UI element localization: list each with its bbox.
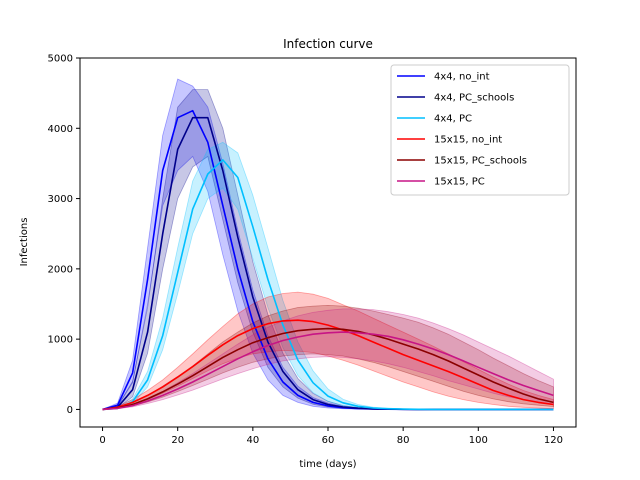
legend-label-4x4-no-int: 4x4, no_int (434, 72, 490, 83)
x-tick-label: 40 (246, 435, 259, 446)
legend-label-4x4-pc-schools: 4x4, PC_schools (434, 93, 514, 104)
series-line-4x4-pc (102, 159, 554, 411)
band-15x15-pc-schools (102, 304, 554, 410)
legend-box (390, 64, 570, 196)
x-axis-ticks: 0 20 40 60 80 100 120 (99, 427, 563, 446)
legend: 4x4, no_int 4x4, PC_schools 4x4, PC 15x15, … (390, 64, 570, 196)
x-tick-label: 20 (171, 435, 184, 446)
y-tick-label: 0 (67, 405, 73, 416)
y-tick-label: 3000 (48, 194, 73, 205)
x-tick-label: 100 (469, 435, 488, 446)
y-tick-label: 1000 (48, 335, 73, 346)
band-4x4-pc-schools (102, 89, 554, 410)
series-lines (102, 109, 554, 411)
legend-label-15x15-pc-schools: 15x15, PC_schools (434, 156, 527, 167)
y-tick-label: 5000 (48, 54, 73, 65)
series-line-15x15-pc-schools (102, 327, 554, 411)
y-tick-label: 2000 (48, 264, 73, 275)
legend-label-15x15-pc: 15x15, PC (434, 177, 485, 188)
legend-label-15x15-no-int: 15x15, no_int (434, 135, 502, 146)
x-axis-label: time (days) (299, 459, 356, 470)
y-axis-label: Infections (19, 218, 30, 267)
x-tick-label: 120 (544, 435, 563, 446)
series-line-15x15-no-int (102, 319, 554, 411)
y-tick-label: 4000 (48, 124, 73, 135)
y-axis-ticks: 0 1000 2000 3000 4000 5000 (48, 54, 80, 416)
legend-label-4x4-pc: 4x4, PC (434, 114, 472, 125)
chart-title: Infection curve (283, 37, 373, 51)
band-15x15-pc (102, 308, 554, 410)
series-line-15x15-pc (102, 331, 554, 411)
x-tick-label: 0 (99, 435, 105, 446)
band-4x4-no-int (102, 78, 554, 410)
x-tick-label: 60 (322, 435, 335, 446)
x-tick-label: 80 (397, 435, 410, 446)
confidence-bands (102, 78, 554, 410)
band-4x4-pc (102, 141, 554, 410)
